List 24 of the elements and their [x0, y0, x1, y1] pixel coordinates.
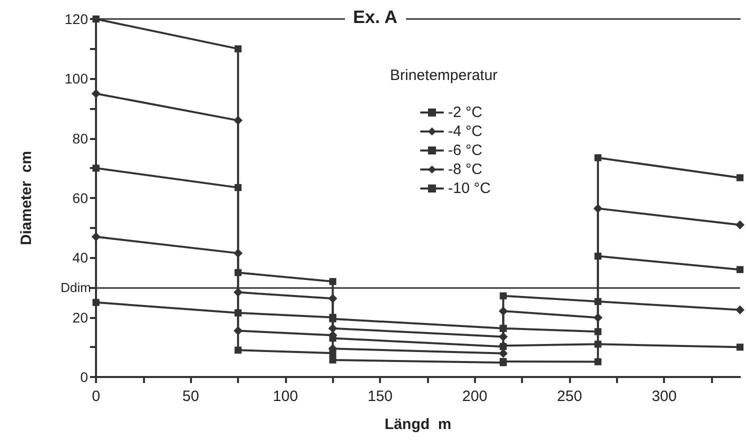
y-tick-label: 20: [72, 309, 88, 326]
y-tick-label: 60: [72, 190, 88, 206]
legend-label: -10 °C: [448, 180, 491, 197]
legend-title: Brinetemperatur: [390, 67, 498, 84]
ref-line-label: Ddim: [60, 280, 91, 295]
x-tick-label: 250: [557, 388, 582, 405]
x-tick-label: 200: [462, 388, 488, 405]
legend-label: -6 °C: [448, 142, 483, 159]
x-tick-label: 50: [182, 388, 200, 405]
y-axis-title: Diameter cm: [18, 150, 35, 246]
y-tick-label: 80: [72, 130, 88, 146]
x-tick-label: 150: [368, 388, 393, 405]
x-tick-label: 300: [652, 388, 677, 405]
y-tick-label: 0: [80, 369, 88, 385]
legend-label: -8 °C: [448, 161, 483, 178]
legend-label: -4 °C: [448, 123, 483, 140]
y-tick-label: 120: [64, 11, 88, 27]
y-tick-label: 100: [64, 70, 88, 87]
legend-label: -2 °C: [448, 104, 483, 121]
x-tick-label: 0: [92, 388, 100, 405]
x-axis-title: Längd m: [384, 416, 452, 433]
x-tick-label: 100: [272, 388, 298, 405]
y-tick-label: 40: [72, 250, 88, 266]
chart-title: Ex. A: [353, 7, 398, 27]
